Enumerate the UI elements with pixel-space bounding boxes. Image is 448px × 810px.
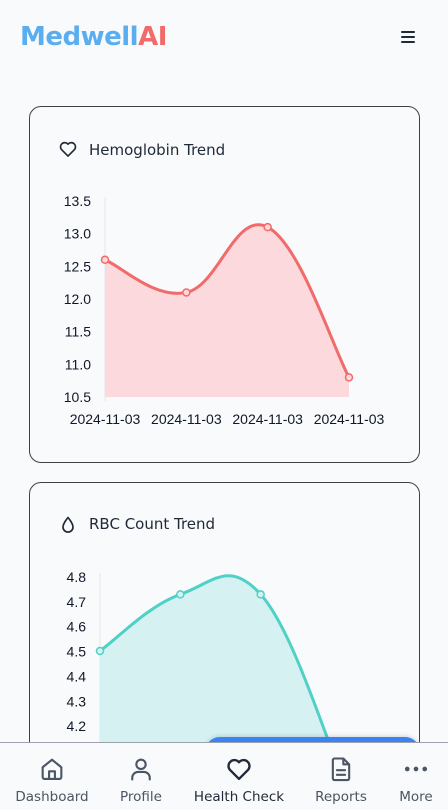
- y-tick-label: 4.8: [67, 569, 87, 585]
- bottom-navigation: Dashboard Profile Health Check Reports M…: [0, 742, 448, 810]
- hemoglobin-trend-card: Hemoglobin Trend 13.5 13.0 12.5 12.0 11.5 11.…: [29, 106, 420, 463]
- data-point[interactable]: [100, 255, 110, 265]
- hamburger-menu-icon[interactable]: [400, 30, 418, 46]
- y-tick-label: 4.3: [67, 693, 87, 709]
- nav-more-label: More: [399, 789, 433, 805]
- y-tick-label: 4.4: [67, 668, 87, 684]
- app-header: MedwellAI: [0, 0, 448, 78]
- x-tick-label: 2024-11-03: [232, 411, 303, 427]
- rbc-chart-title: RBC Count Trend: [89, 515, 216, 533]
- y-tick-label: 13.5: [64, 193, 91, 209]
- data-point[interactable]: [182, 288, 191, 297]
- more-dots-icon: [404, 766, 428, 772]
- series-line: [103, 223, 351, 379]
- app-logo[interactable]: MedwellAI: [20, 22, 167, 52]
- y-tick-label: 4.2: [67, 718, 87, 734]
- y-tick-label: 10.5: [64, 389, 91, 405]
- y-tick-label: 13.0: [64, 226, 91, 242]
- y-tick-label: 11.0: [65, 356, 91, 372]
- nav-health-check-label: Health Check: [193, 789, 285, 805]
- hemoglobin-chart: 13.5 13.0 12.5 12.0 11.5 11.0 10.5 2024-11-03 20…: [64, 193, 385, 427]
- heart-icon: [59, 141, 77, 157]
- y-tick-label: 4.5: [67, 644, 87, 660]
- x-tick-label: 2024-11-03: [151, 411, 222, 427]
- series-line: [98, 574, 343, 775]
- user-icon: [131, 758, 151, 781]
- nav-more[interactable]: More: [392, 743, 440, 810]
- document-icon: [331, 757, 351, 782]
- data-point[interactable]: [344, 373, 354, 382]
- y-tick-label: 12.5: [64, 258, 91, 274]
- logo-text-medwell: Medwell: [20, 22, 139, 52]
- data-point[interactable]: [176, 590, 185, 599]
- nav-profile[interactable]: Profile: [107, 743, 175, 810]
- nav-reports-label: Reports: [315, 789, 367, 805]
- nav-dashboard-label: Dashboard: [15, 789, 89, 805]
- y-tick-label: 11.5: [65, 324, 91, 340]
- data-point[interactable]: [263, 222, 272, 232]
- y-tick-label: 4.6: [67, 619, 87, 635]
- x-tick-label: 2024-11-03: [70, 411, 141, 427]
- nav-dashboard[interactable]: Dashboard: [10, 743, 94, 810]
- heart-icon: [227, 758, 251, 781]
- hemoglobin-chart-title: Hemoglobin Trend: [89, 141, 226, 159]
- x-tick-label: 2024-11-03: [314, 411, 385, 427]
- droplet-icon: [62, 516, 74, 533]
- y-tick-label: 12.0: [64, 291, 91, 307]
- data-point[interactable]: [95, 646, 105, 656]
- nav-reports[interactable]: Reports: [306, 743, 376, 810]
- logo-text-ai: AI: [138, 22, 167, 52]
- area-fill: [105, 224, 349, 397]
- nav-profile-label: Profile: [120, 789, 162, 805]
- data-point[interactable]: [256, 590, 265, 599]
- home-icon: [41, 758, 63, 780]
- y-tick-label: 4.7: [67, 594, 87, 610]
- nav-health-check[interactable]: Health Check: [190, 743, 288, 810]
